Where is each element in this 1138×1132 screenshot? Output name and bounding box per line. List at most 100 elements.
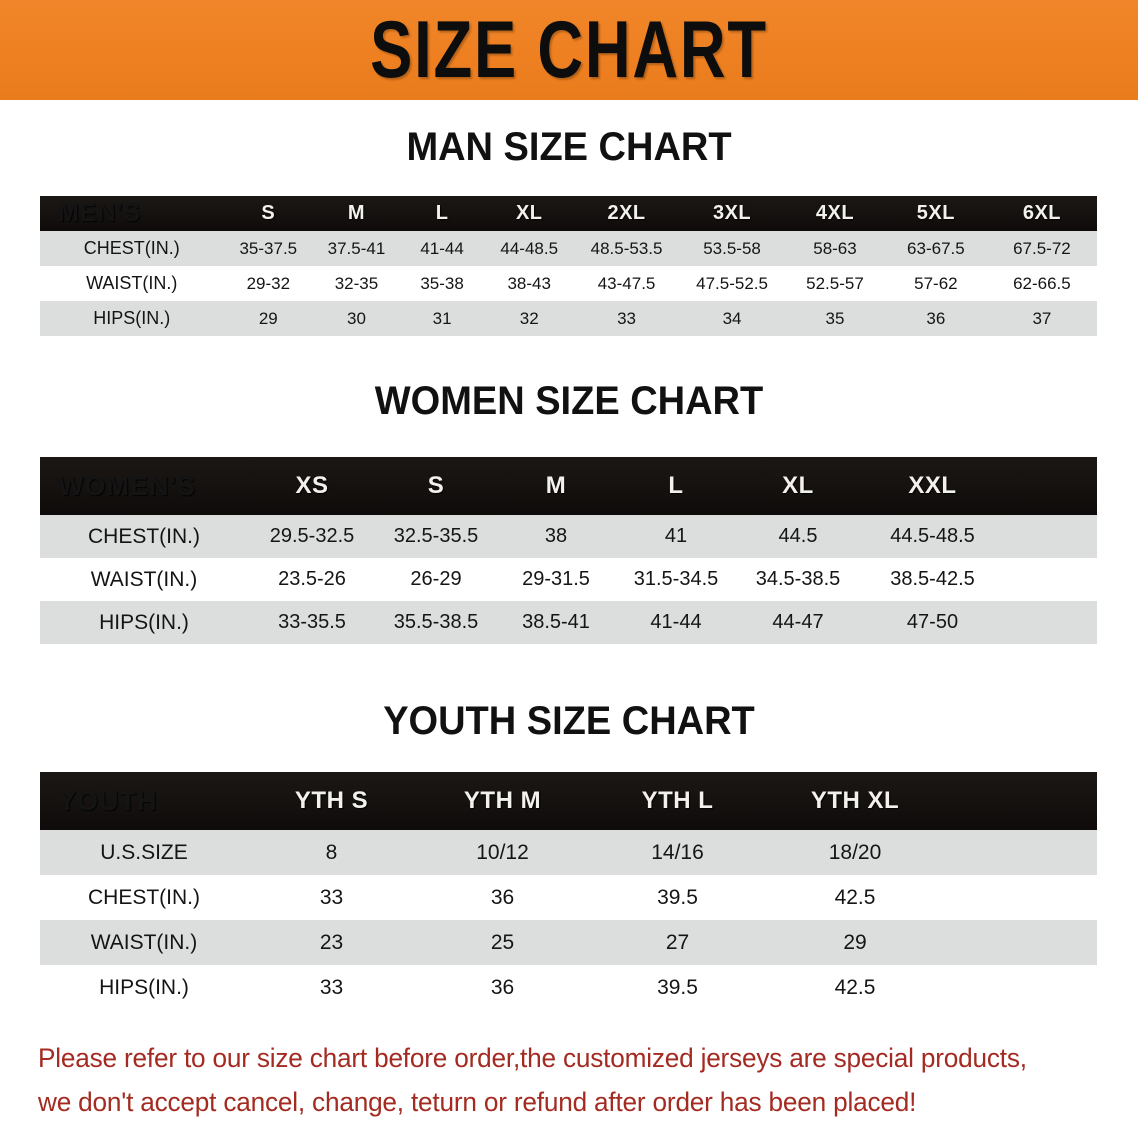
- measurement-cell: 48.5-53.5: [590, 238, 663, 258]
- measurement-cell: 29-31.5: [522, 568, 590, 590]
- women-column-header: S: [427, 472, 445, 499]
- table-row: WAIST(IN.) 29-32 32-35 35-38 38-43 43-47.5 47.…: [40, 266, 1097, 301]
- youth-row-label: CHEST(IN.): [88, 885, 200, 909]
- measurement-cell: 36: [926, 308, 946, 328]
- measurement-cell: 35-37.5: [239, 238, 298, 258]
- measurement-cell: 26-29: [410, 568, 462, 590]
- row-spacer: [1005, 515, 1097, 558]
- measurement-cell: 33-35.5: [278, 611, 346, 633]
- row-spacer: [1005, 558, 1097, 601]
- measurement-cell: 35.5-38.5: [393, 611, 479, 633]
- youth-column-header: YTH S: [294, 787, 369, 814]
- measurement-cell: 25: [490, 930, 515, 954]
- women-column-header: L: [668, 472, 684, 499]
- man-column-header: L: [435, 202, 449, 224]
- row-spacer: [945, 875, 1097, 920]
- man-row-label: HIPS(IN.): [93, 308, 171, 328]
- women-row-label: CHEST(IN.): [88, 524, 200, 548]
- women-row-label-header: WOMEN'S: [58, 470, 196, 501]
- man-column-header: 5XL: [916, 202, 955, 224]
- table-row: CHEST(IN.) 33 36 39.5 42.5: [40, 875, 1097, 920]
- footer-line-1: Please refer to our size chart before or…: [38, 1043, 1027, 1073]
- measurement-cell: 53.5-58: [703, 238, 761, 258]
- measurement-cell: 32-35: [334, 273, 379, 293]
- measurement-cell: 31: [432, 308, 452, 328]
- page-banner: SIZE CHART: [0, 0, 1138, 100]
- measurement-cell: 62-66.5: [1013, 273, 1071, 293]
- measurement-cell: 23: [319, 930, 344, 954]
- measurement-cell: 18/20: [828, 840, 882, 864]
- youth-column-header: YTH L: [641, 787, 714, 814]
- measurement-cell: 36: [490, 975, 515, 999]
- measurement-cell: 52.5-57: [806, 273, 864, 293]
- measurement-cell: 67.5-72: [1013, 238, 1071, 258]
- measurement-cell: 44.5-48.5: [890, 525, 975, 547]
- measurement-cell: 37: [1032, 308, 1052, 328]
- man-row-label: WAIST(IN.): [86, 273, 178, 293]
- youth-column-header: YTH M: [463, 787, 542, 814]
- youth-row-label: HIPS(IN.): [99, 975, 189, 999]
- table-row: WAIST(IN.) 23.5-26 26-29 29-31.5 31.5-34.5 34…: [40, 558, 1097, 601]
- measurement-cell: 29: [258, 308, 278, 328]
- measurement-cell: 32: [519, 308, 539, 328]
- measurement-cell: 42.5: [834, 975, 876, 999]
- measurement-cell: 37.5-41: [327, 238, 386, 258]
- man-column-header: 2XL: [607, 202, 646, 224]
- measurement-cell: 34.5-38.5: [755, 568, 841, 590]
- man-column-header: 6XL: [1022, 202, 1062, 224]
- footer-line-2: we don't accept cancel, change, teturn o…: [38, 1087, 917, 1117]
- measurement-cell: 44-47: [772, 611, 824, 633]
- women-column-header: XXL: [908, 472, 957, 499]
- women-table-header-row: WOMEN'S XS S M L XL XXL: [40, 457, 1097, 515]
- measurement-cell: 35-38: [420, 273, 464, 293]
- row-spacer: [945, 965, 1097, 1010]
- youth-row-label-header: YOUTH: [58, 785, 158, 816]
- man-row-label-header: MEN'S: [58, 199, 142, 227]
- row-spacer: [1005, 601, 1097, 644]
- row-spacer: [945, 830, 1097, 875]
- section-title-youth: YOUTH SIZE CHART: [383, 699, 755, 743]
- youth-size-table: YOUTH YTH S YTH M YTH L YTH XL U.S.SIZE 8 10/12…: [40, 772, 1097, 1010]
- women-column-header: M: [545, 472, 567, 499]
- man-column-header: XL: [515, 202, 543, 224]
- measurement-cell: 35: [825, 308, 845, 328]
- measurement-cell: 14/16: [651, 840, 704, 864]
- measurement-cell: 41: [664, 525, 688, 547]
- measurement-cell: 44.5: [778, 525, 818, 547]
- measurement-cell: 58-63: [813, 238, 857, 258]
- measurement-cell: 29-32: [246, 273, 291, 293]
- women-row-label: HIPS(IN.): [99, 610, 189, 634]
- women-column-header: XL: [782, 472, 814, 499]
- measurement-cell: 42.5: [834, 885, 876, 909]
- table-row: HIPS(IN.) 29 30 31 32 33 34 35 36 37: [40, 301, 1097, 336]
- measurement-cell: 36: [490, 885, 515, 909]
- measurement-cell: 32.5-35.5: [393, 525, 479, 547]
- man-column-header: M: [347, 202, 366, 224]
- measurement-cell: 39.5: [657, 885, 698, 909]
- measurement-cell: 33: [617, 308, 637, 328]
- women-row-label: WAIST(IN.): [90, 567, 198, 591]
- youth-column-header: YTH XL: [810, 787, 900, 814]
- measurement-cell: 44-48.5: [500, 238, 559, 258]
- youth-row-label: U.S.SIZE: [100, 840, 188, 864]
- table-row: HIPS(IN.) 33-35.5 35.5-38.5 38.5-41 41-44 44-…: [40, 601, 1097, 644]
- measurement-cell: 41-44: [420, 238, 464, 258]
- measurement-cell: 23.5-26: [278, 568, 346, 590]
- measurement-cell: 27: [665, 930, 690, 954]
- man-column-header: 4XL: [815, 202, 855, 224]
- youth-header-spacer: [945, 772, 1097, 830]
- measurement-cell: 57-62: [914, 273, 958, 293]
- measurement-cell: 38: [544, 525, 568, 547]
- measurement-cell: 33: [319, 975, 344, 999]
- youth-row-label: WAIST(IN.): [90, 930, 198, 954]
- measurement-cell: 38.5-41: [522, 611, 590, 633]
- youth-table-header-row: YOUTH YTH S YTH M YTH L YTH XL: [40, 772, 1097, 830]
- women-header-spacer: [1005, 457, 1097, 515]
- measurement-cell: 38.5-42.5: [890, 568, 975, 590]
- measurement-cell: 63-67.5: [907, 238, 965, 258]
- man-column-header: S: [261, 202, 276, 224]
- man-row-label: CHEST(IN.): [83, 238, 180, 258]
- man-table-header-row: MEN'S S M L XL 2XL 3XL 4XL 5XL 6XL: [40, 196, 1097, 231]
- measurement-cell: 39.5: [657, 975, 698, 999]
- men-size-table: MEN'S S M L XL 2XL 3XL 4XL 5XL 6XL CHEST(IN.) 35-37…: [40, 196, 1097, 336]
